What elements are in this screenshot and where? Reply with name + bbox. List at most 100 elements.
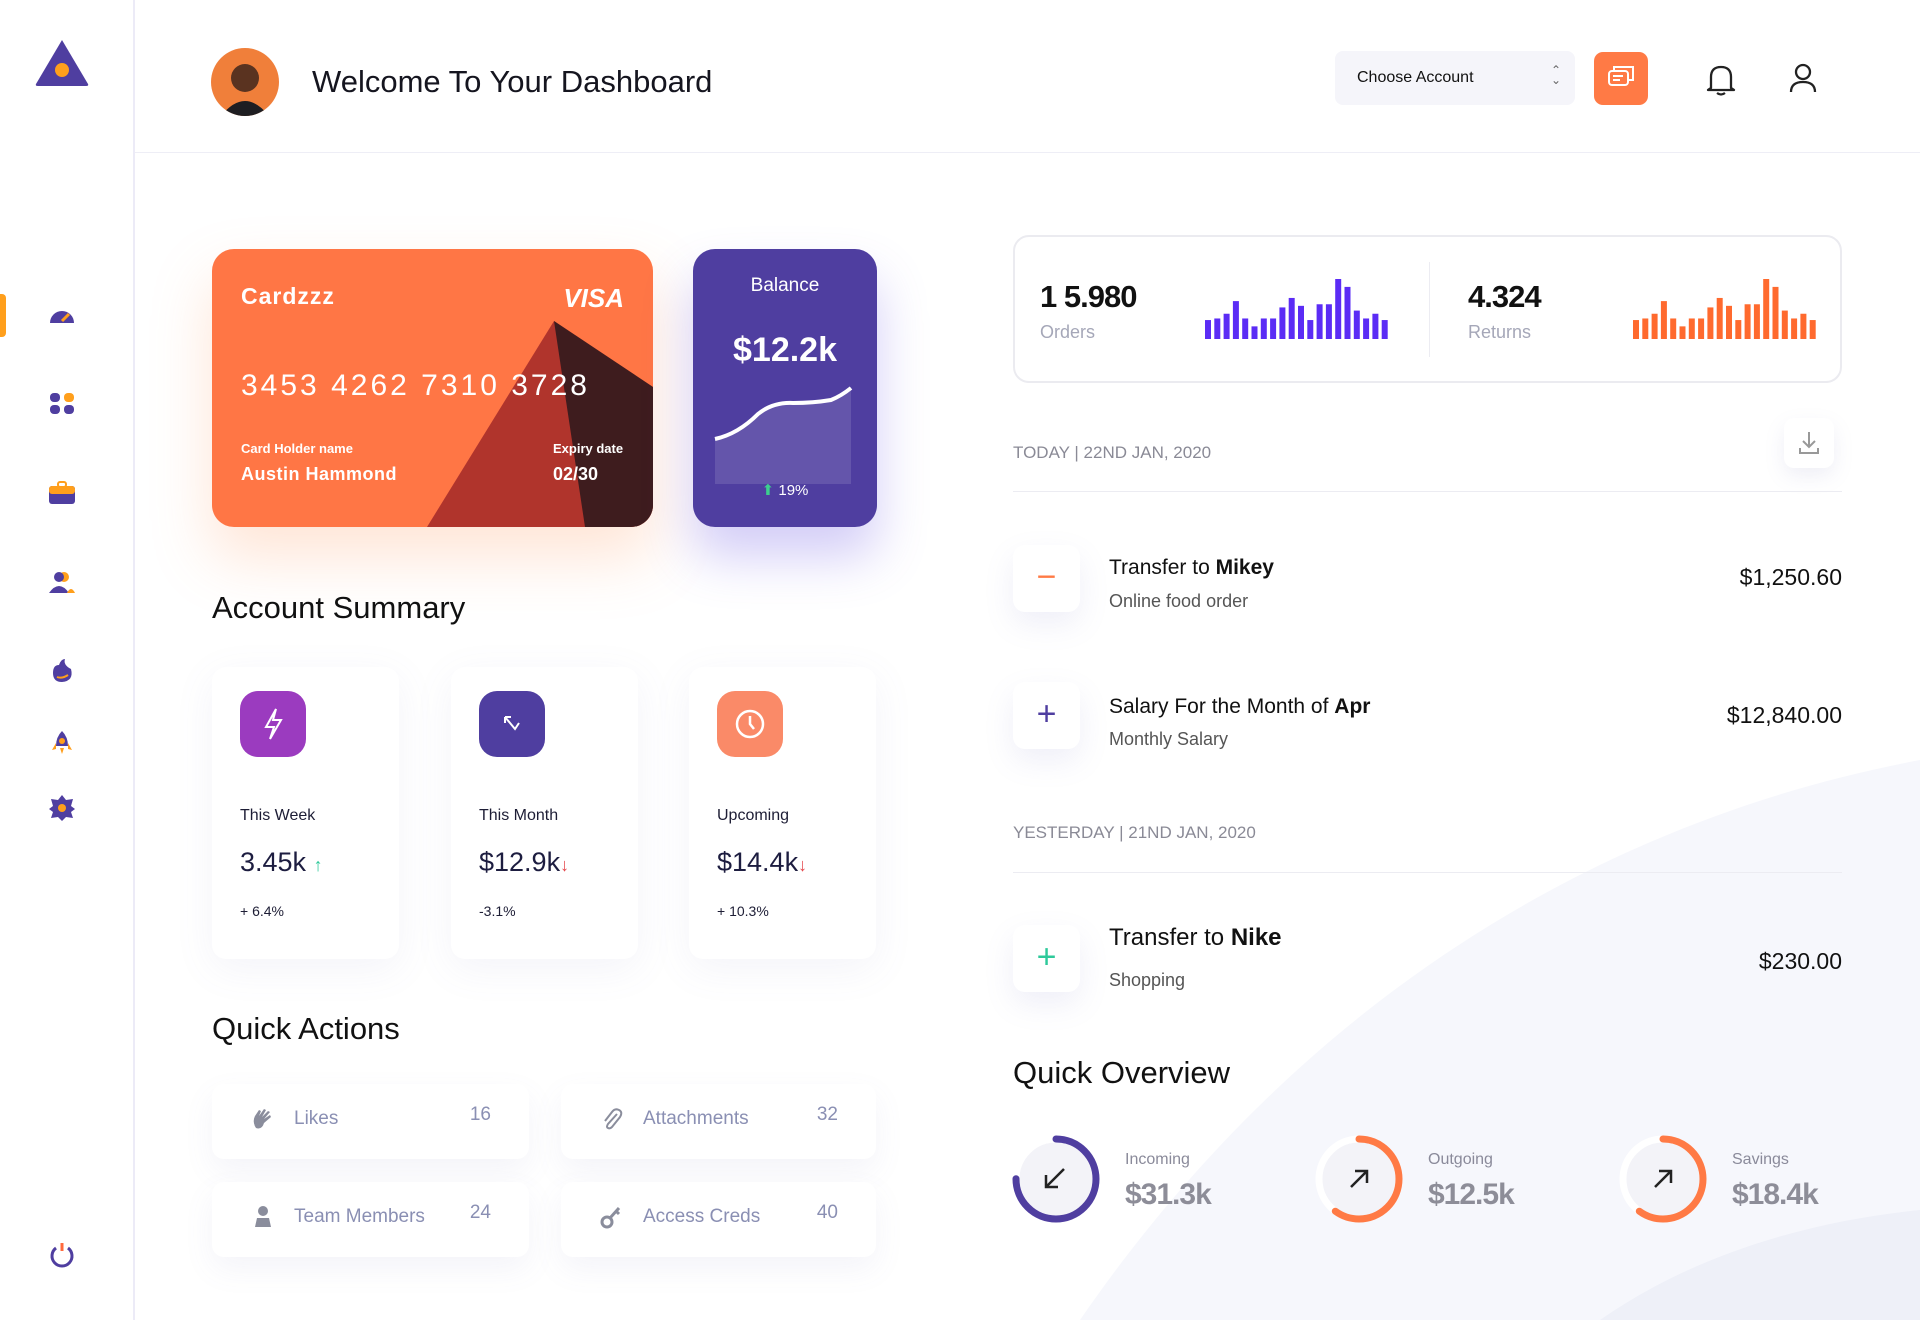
bar	[1781, 310, 1788, 339]
logo-icon	[35, 40, 89, 86]
bar	[1363, 318, 1370, 339]
balance-change-value: 19%	[778, 482, 809, 499]
card-holder-label: Card Holder name	[241, 441, 353, 456]
plus-icon: +	[1013, 925, 1080, 992]
hand-icon	[253, 1109, 271, 1129]
clock-icon	[717, 691, 783, 757]
summary-change: -3.1%	[479, 903, 516, 919]
bar	[1242, 318, 1249, 339]
credit-card[interactable]: Cardzzz VISA 3453 4262 7310 3728 Card Ho…	[212, 249, 653, 527]
power-icon[interactable]	[47, 1239, 77, 1269]
card-holder-name: Austin Hammond	[241, 464, 398, 484]
bar	[1214, 318, 1221, 339]
balance-card[interactable]: Balance $12.2k ⬆ 19%	[693, 249, 877, 527]
progress-arc	[1619, 1135, 1707, 1223]
download-button[interactable]	[1784, 418, 1834, 468]
divider	[1013, 872, 1842, 873]
bar	[1372, 313, 1379, 339]
quick-actions-title: Quick Actions	[212, 1011, 400, 1046]
returns-label: Returns	[1468, 322, 1532, 342]
bar	[1679, 326, 1686, 339]
chevron-updown-icon: ⌃ ⌄	[1550, 63, 1561, 87]
summary-value: $12.9k↓	[479, 847, 570, 877]
avatar[interactable]	[211, 48, 279, 116]
bar	[1353, 310, 1360, 339]
bar	[1316, 304, 1323, 339]
summary-card-this-week[interactable]: This Week 3.45k ↑ + 6.4%	[212, 667, 399, 959]
overview-value: $18.4k	[1732, 1178, 1819, 1211]
apps-icon[interactable]	[47, 389, 77, 419]
quick-action-team-members[interactable]: Team Members 24	[212, 1182, 529, 1257]
users-icon[interactable]	[47, 567, 77, 597]
quick-action-label: Likes	[294, 1108, 339, 1129]
summary-change: + 6.4%	[240, 903, 284, 919]
chat-icon	[1608, 66, 1634, 86]
quick-action-count: 40	[816, 1202, 838, 1223]
quick-action-attachments[interactable]: Attachments 32	[561, 1084, 876, 1159]
lightning-icon	[240, 691, 306, 757]
arrow-down-icon: ↓	[560, 855, 570, 875]
balance-amount: $12.2k	[733, 331, 837, 369]
quick-action-likes[interactable]: Likes 16	[212, 1084, 529, 1159]
quick-action-count: 24	[469, 1202, 491, 1223]
stats-panel: 1 5.980 Orders 4.324 Returns	[1013, 235, 1842, 383]
messages-button[interactable]	[1594, 52, 1648, 105]
bar	[1270, 318, 1277, 339]
overview-value: $12.5k	[1428, 1178, 1515, 1211]
date-header-today: TODAY | 22ND JAN, 2020	[1013, 443, 1212, 462]
briefcase-icon[interactable]	[47, 478, 77, 508]
active-indicator	[0, 294, 6, 337]
transaction-subtitle: Online food order	[1109, 591, 1249, 611]
summary-change: + 10.3%	[717, 903, 769, 919]
bar	[1232, 301, 1239, 339]
overview-ring-outgoing	[1315, 1135, 1403, 1223]
overview-label: Outgoing	[1428, 1151, 1493, 1168]
select-value: Choose Account	[1357, 69, 1474, 86]
summary-value: 3.45k ↑	[240, 847, 323, 877]
returns-value: 4.324	[1468, 279, 1542, 314]
bar	[1325, 304, 1332, 339]
quick-action-access-creds[interactable]: Access Creds 40	[561, 1182, 876, 1257]
bell-icon[interactable]	[1705, 62, 1737, 96]
arrow-diagonal-icon	[479, 691, 545, 757]
dashboard-icon[interactable]	[47, 301, 77, 331]
summary-card-upcoming[interactable]: Upcoming $14.4k↓ + 10.3%	[689, 667, 876, 959]
bar	[1772, 286, 1779, 339]
settings-icon[interactable]	[47, 793, 77, 823]
bar	[1205, 320, 1211, 339]
bar	[1735, 320, 1742, 339]
bar	[1251, 326, 1258, 339]
person-icon	[255, 1206, 271, 1227]
card-pattern	[427, 321, 653, 527]
arrow-up-icon: ↑	[313, 855, 323, 875]
fire-icon[interactable]	[47, 655, 77, 685]
expiry-label: Expiry date	[553, 441, 624, 456]
choose-account-select[interactable]: Choose Account ⌃ ⌄	[1335, 51, 1575, 105]
sidebar	[0, 0, 135, 1320]
bar	[1670, 318, 1677, 339]
user-icon[interactable]	[1788, 62, 1818, 94]
account-summary-title: Account Summary	[212, 590, 466, 625]
rocket-icon[interactable]	[47, 728, 77, 758]
bar	[1651, 313, 1658, 339]
key-icon	[600, 1206, 621, 1229]
bar	[1660, 301, 1667, 339]
quick-action-count: 16	[469, 1104, 491, 1125]
bar	[1288, 297, 1295, 339]
summary-card-this-month[interactable]: This Month $12.9k↓ -3.1%	[451, 667, 638, 959]
bar	[1726, 305, 1732, 339]
transaction-title: Salary For the Month of Apr	[1109, 695, 1371, 718]
orders-value: 1 5.980	[1040, 279, 1137, 314]
transaction-title: Transfer to Nike	[1109, 924, 1282, 951]
bar	[1707, 307, 1714, 339]
transaction-amount: $12,840.00	[1726, 702, 1842, 728]
transaction-subtitle: Monthly Salary	[1109, 729, 1229, 749]
quick-action-label: Team Members	[294, 1206, 425, 1227]
quick-action-label: Attachments	[643, 1108, 749, 1129]
card-brand: Cardzzz	[241, 283, 335, 309]
bar	[1753, 304, 1760, 339]
bar	[1809, 320, 1816, 339]
bar	[1716, 297, 1723, 339]
bar	[1791, 318, 1798, 339]
progress-arc	[1315, 1135, 1403, 1223]
